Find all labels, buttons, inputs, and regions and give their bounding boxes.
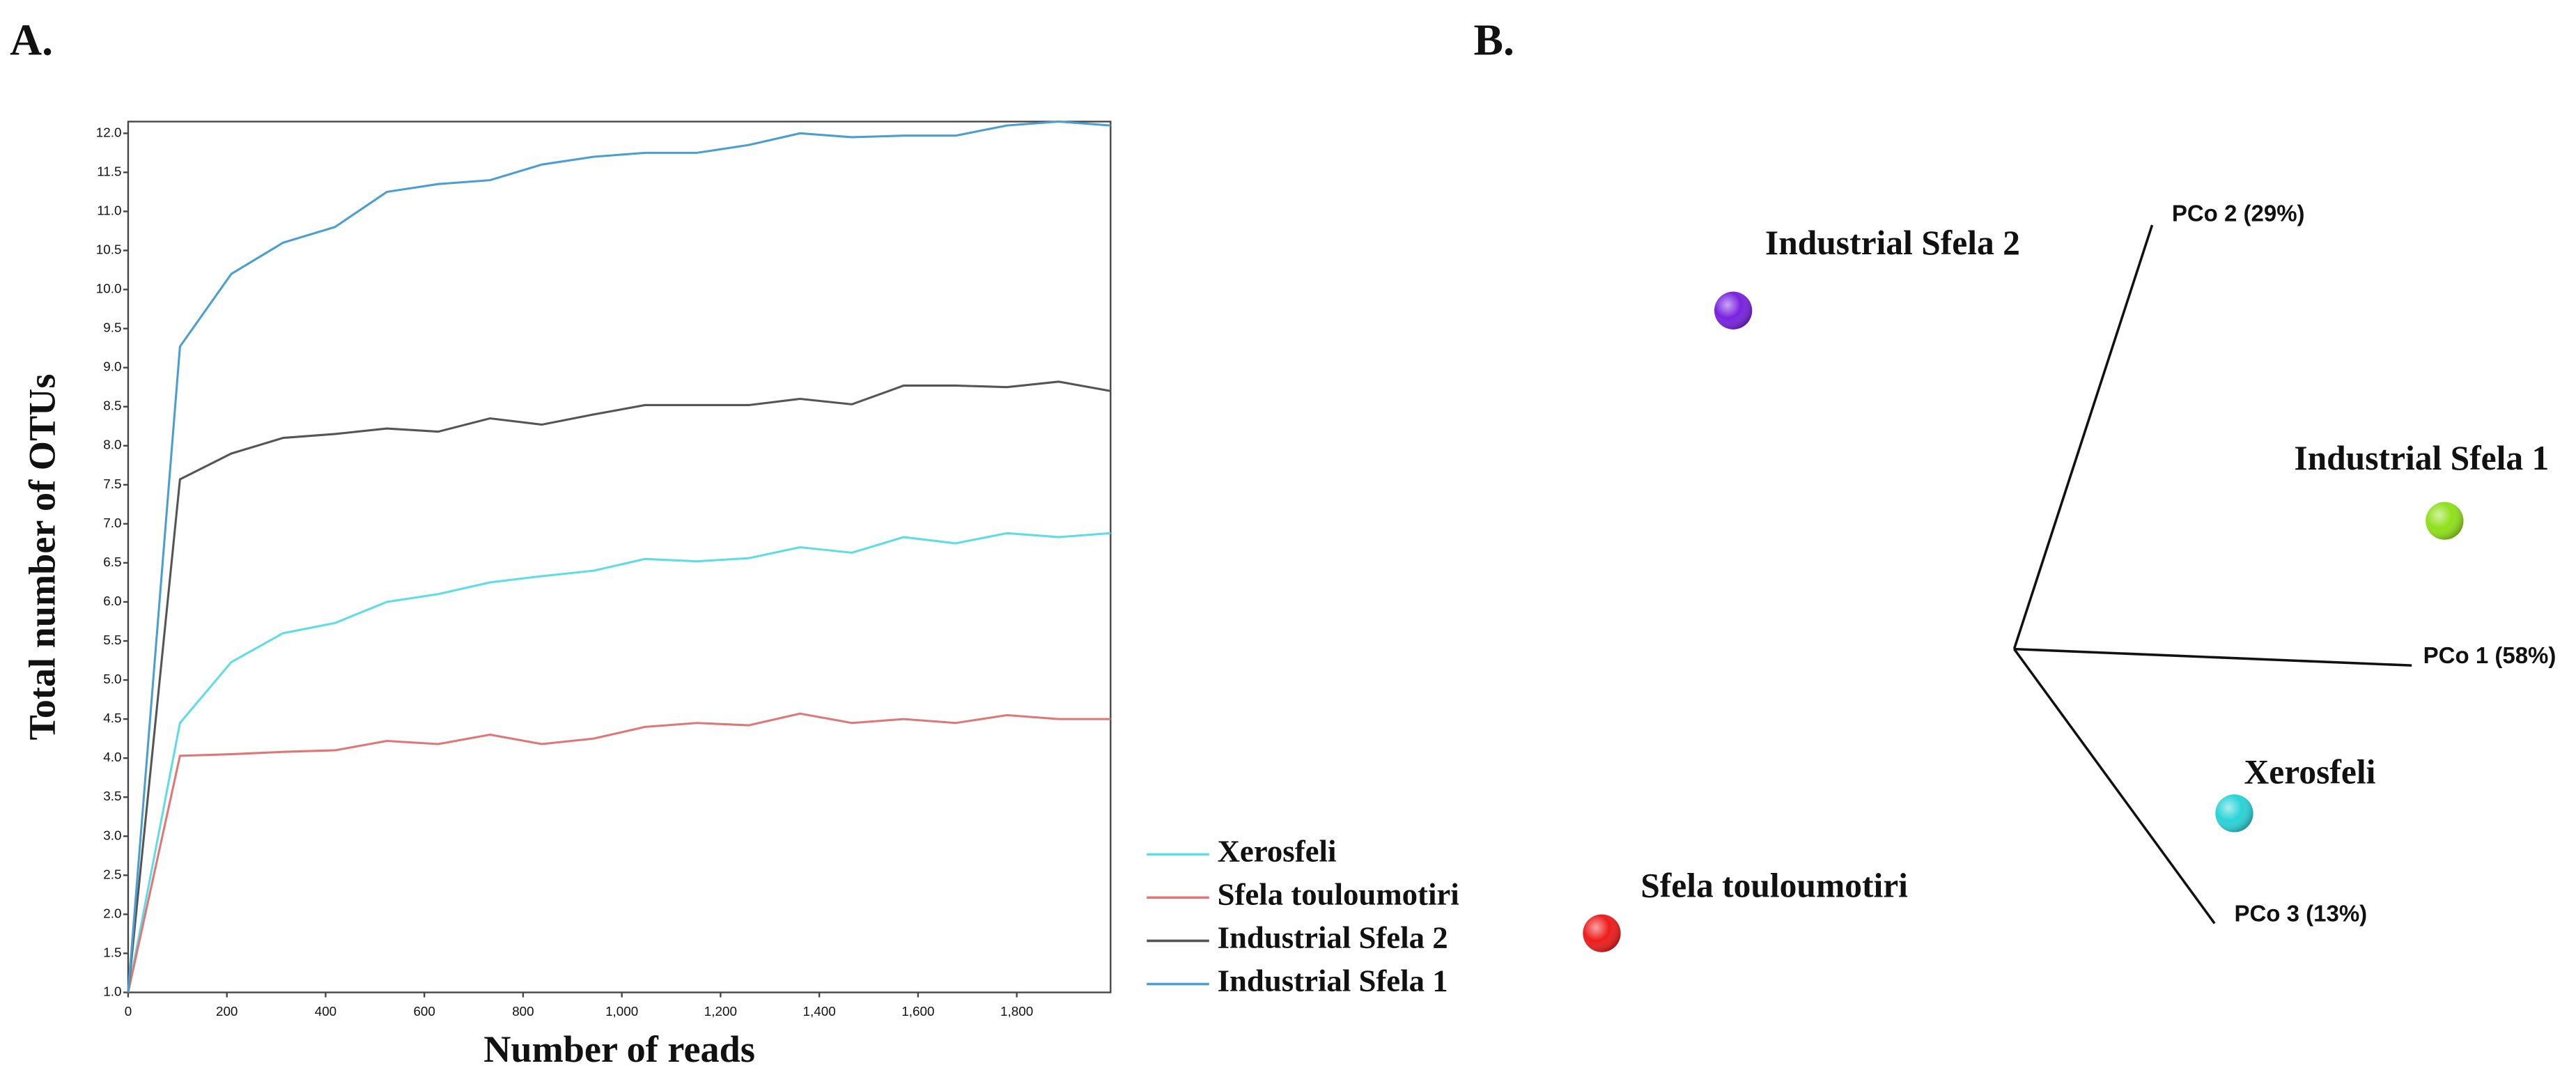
y-tick-label: 12.0 xyxy=(96,125,122,139)
point-label: Xerosfeli xyxy=(2244,753,2376,791)
y-tick-label: 2.0 xyxy=(103,906,121,920)
legend-label: Industrial Sfela 2 xyxy=(1218,920,1448,955)
y-tick-label: 2.5 xyxy=(103,867,121,881)
series-line xyxy=(127,712,1111,993)
axis-label: PCo 1 (58%) xyxy=(2423,642,2556,668)
x-tick-label: 1,200 xyxy=(704,1004,737,1019)
y-tick-label: 5.0 xyxy=(103,672,121,686)
x-tick-label: 800 xyxy=(512,1004,534,1019)
sample-point-shade xyxy=(1583,914,1621,952)
sample-point-shade xyxy=(2426,502,2464,540)
axis-line xyxy=(2012,224,2154,650)
series-line xyxy=(127,532,1111,993)
x-tick-label: 600 xyxy=(413,1004,435,1019)
y-tick-label: 11.5 xyxy=(97,164,121,178)
y-tick-label: 6.5 xyxy=(103,555,121,569)
x-tick-label: 400 xyxy=(315,1004,336,1019)
y-tick-label: 11.0 xyxy=(97,203,121,217)
y-tick-label: 6.0 xyxy=(103,594,121,608)
y-tick-label: 8.5 xyxy=(103,399,121,413)
series-line xyxy=(127,380,1111,993)
legend-label: Xerosfeli xyxy=(1218,834,1337,869)
panel-label: B. xyxy=(1474,15,1514,64)
axis-line xyxy=(2012,648,2216,924)
y-tick-label: 7.5 xyxy=(103,477,121,491)
y-tick-label: 8.0 xyxy=(103,438,121,452)
y-tick-label: 10.0 xyxy=(96,281,122,296)
y-tick-label: 9.0 xyxy=(103,359,121,374)
y-tick-label: 4.0 xyxy=(103,750,121,764)
x-tick-label: 1,400 xyxy=(803,1004,836,1019)
y-tick-label: 1.5 xyxy=(103,945,121,959)
panel-label: A. xyxy=(10,15,53,64)
x-tick-label: 200 xyxy=(216,1004,238,1019)
y-tick-label: 5.5 xyxy=(103,633,121,647)
y-tick-label: 7.0 xyxy=(103,516,121,530)
plot-frame xyxy=(127,121,1112,993)
x-axis-label: Number of reads xyxy=(483,1028,755,1070)
y-tick-label: 3.5 xyxy=(103,789,121,803)
point-label: Sfela touloumotiri xyxy=(1640,866,1908,904)
y-tick-label: 1.0 xyxy=(103,984,121,998)
series-line xyxy=(127,120,1111,993)
y-tick-label: 9.5 xyxy=(103,320,121,335)
legend-label: Sfela touloumotiri xyxy=(1218,877,1459,912)
x-tick-label: 1,000 xyxy=(605,1004,638,1019)
x-tick-label: 1,600 xyxy=(901,1004,934,1019)
y-tick-label: 4.5 xyxy=(103,711,121,725)
y-tick-label: 10.5 xyxy=(96,242,122,256)
sample-point-shade xyxy=(2215,794,2253,833)
point-label: Industrial Sfela 1 xyxy=(2294,439,2549,477)
axis-label: PCo 2 (29%) xyxy=(2172,201,2305,226)
axis-line xyxy=(2014,647,2412,667)
sample-point-shade xyxy=(1714,291,1753,330)
x-tick-label: 1,800 xyxy=(1000,1004,1033,1019)
legend-label: Industrial Sfela 1 xyxy=(1218,964,1448,998)
y-axis-label: Total number of OTUs xyxy=(21,374,63,741)
x-tick-label: 0 xyxy=(125,1004,132,1019)
y-tick-label: 3.0 xyxy=(103,828,121,842)
axis-label: PCo 3 (13%) xyxy=(2234,900,2367,926)
point-label: Industrial Sfela 2 xyxy=(1765,224,2020,262)
